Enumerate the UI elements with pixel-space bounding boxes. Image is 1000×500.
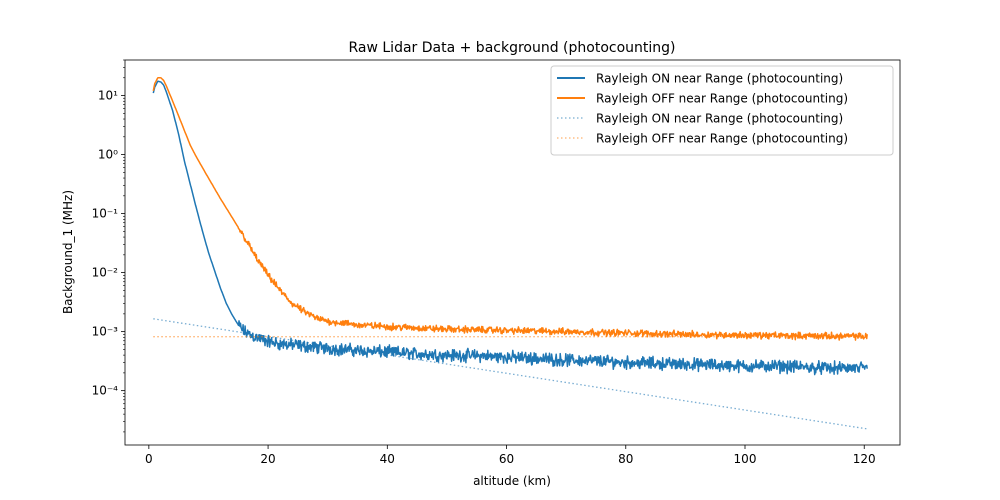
- series-layer: [152, 77, 868, 430]
- y-axis: 10⁻⁴ 10⁻³ 10⁻² 10⁻¹ 10⁰ 10¹: [92, 59, 125, 433]
- y-tick-label: 10⁻¹: [92, 207, 119, 221]
- x-tick-label: 40: [380, 452, 395, 466]
- x-axis-label: altitude (km): [473, 474, 551, 488]
- x-tick-label: 60: [499, 452, 514, 466]
- y-axis-label: Background_1 (MHz): [61, 190, 75, 314]
- y-tick-label: 10⁻²: [92, 266, 119, 280]
- series-line-0: [152, 80, 868, 376]
- x-tick-label: 120: [853, 452, 876, 466]
- legend-label: Rayleigh OFF near Range (photocounting): [596, 92, 848, 106]
- legend-box: [550, 65, 894, 156]
- chart-title: Raw Lidar Data + background (photocounti…: [348, 40, 675, 56]
- legend-label: Rayleigh ON near Range (photocounting): [596, 72, 843, 86]
- legend-label: Rayleigh OFF near Range (photocounting): [596, 132, 848, 146]
- series-line-1: [152, 77, 868, 341]
- legend: Rayleigh ON near Range (photocounting) Ra…: [550, 65, 894, 156]
- x-tick-label: 100: [734, 452, 757, 466]
- plot-frame: [124, 59, 901, 446]
- x-axis: 0 20 40 60 80 100 120: [145, 445, 876, 466]
- y-tick-label: 10⁻⁴: [92, 384, 119, 398]
- y-tick-label: 10¹: [98, 89, 118, 103]
- x-tick-label: 80: [618, 452, 633, 466]
- x-tick-label: 20: [260, 452, 275, 466]
- x-tick-label: 0: [145, 452, 153, 466]
- series-line-2: [153, 318, 868, 430]
- y-tick-label: 10⁰: [98, 148, 118, 162]
- legend-label: Rayleigh ON near Range (photocounting): [596, 112, 843, 126]
- y-tick-label: 10⁻³: [92, 325, 119, 339]
